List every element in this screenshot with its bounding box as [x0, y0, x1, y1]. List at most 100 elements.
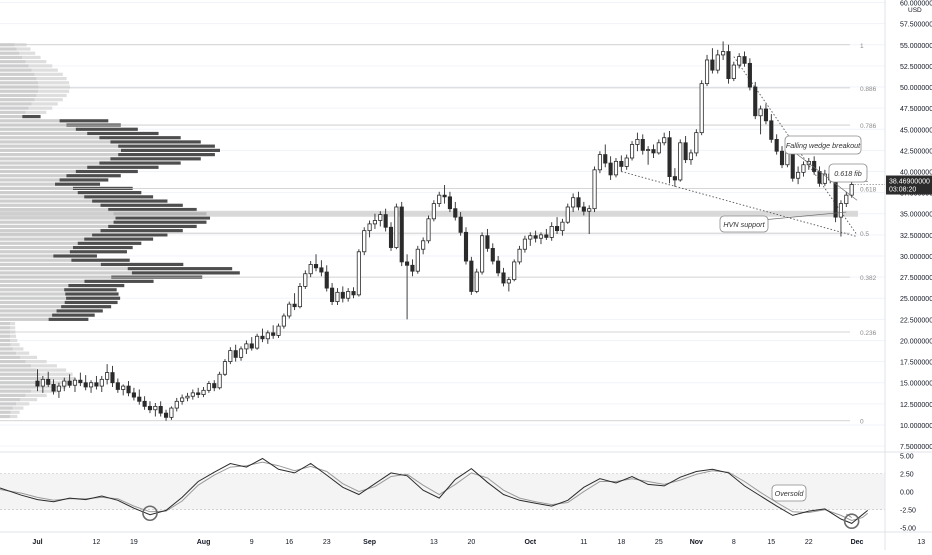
volume-profile-bar: [0, 385, 37, 389]
volume-profile-bar: [0, 140, 111, 144]
price-tick-label: 47.50000000: [900, 106, 932, 113]
candle: [838, 200, 844, 237]
candle: [554, 217, 560, 235]
candle-body-down: [110, 372, 115, 384]
candle-body-down: [126, 385, 131, 394]
candle: [78, 372, 83, 387]
time-tick-label: 22: [805, 539, 813, 546]
price-axis[interactable]: 60.00000000 57.50000000 55.00000000 52.5000…: [851, 0, 932, 550]
volume-profile-bar-dark: [99, 161, 181, 165]
volume-profile-bar-dark: [36, 368, 67, 372]
volume-profile-bar: [0, 169, 76, 174]
candle: [533, 230, 538, 243]
candle: [544, 228, 549, 240]
volume-profile-bar-dark: [77, 241, 142, 245]
candle: [222, 359, 228, 376]
candle-body-up: [635, 139, 640, 145]
candle-body-up: [431, 203, 436, 220]
callout-falling-wedge-breakout-box: [784, 135, 862, 155]
candle: [447, 191, 452, 213]
candle-body-down: [313, 264, 319, 269]
price-tick-label: 20.00000000: [900, 338, 932, 345]
oscillator-tick-label: -5.00: [900, 526, 916, 533]
candle: [88, 380, 94, 393]
volume-profile-bar: [0, 389, 32, 393]
candle-body-up: [217, 373, 222, 389]
volume-profile-bar: [0, 165, 88, 169]
candle-body-up: [704, 59, 710, 85]
candle: [603, 144, 608, 168]
time-axis[interactable]: Jul 12 19 Aug 9 16 23 Sep 13 20 Oct 11 18 25 Nov 8 15 22 D…: [0, 531, 932, 546]
candle: [496, 255, 501, 277]
candle-body-up: [206, 383, 211, 391]
candle: [779, 146, 785, 169]
volume-profile: [0, 43, 240, 419]
volume-profile-bar-dark: [38, 85, 70, 89]
candle: [640, 134, 645, 155]
volume-profile-bar: [0, 233, 93, 237]
candle-body-up: [522, 238, 527, 250]
falling-wedge-lines: [621, 56, 858, 237]
oscillator-band: [0, 473, 885, 510]
candle: [581, 201, 586, 216]
candle: [99, 375, 104, 393]
price-tick-label: 32.50000000: [900, 233, 932, 240]
candle: [731, 61, 736, 82]
volume-profile-bar-dark: [100, 262, 184, 267]
candle: [206, 381, 211, 393]
candle: [212, 380, 217, 392]
volume-profile-bar: [0, 106, 29, 110]
candle: [463, 227, 469, 265]
candle-body-down: [324, 271, 329, 289]
candle: [271, 325, 276, 339]
candle-body-down: [763, 108, 769, 122]
volume-profile-bar-dark: [48, 317, 89, 321]
volume-profile-bar-dark: [25, 360, 47, 364]
callout-falling-wedge-breakout-text: Falling wedge breakout: [786, 141, 861, 150]
candle: [656, 139, 661, 155]
volume-profile-bar-dark: [20, 398, 38, 402]
candle-body-up: [99, 378, 104, 387]
candle-body-up: [421, 240, 426, 250]
candle: [233, 344, 238, 362]
volume-profile-bar: [0, 178, 60, 182]
volume-profile-bar: [0, 364, 32, 368]
candle-body-down: [753, 86, 758, 117]
candle: [480, 232, 485, 275]
candle-body-up: [121, 385, 126, 390]
candle: [201, 386, 206, 398]
volume-profile-bar: [0, 271, 132, 275]
candle: [726, 44, 731, 84]
candle-body-down: [351, 291, 356, 296]
volume-profile-bar: [0, 305, 62, 309]
candle-body-down: [142, 400, 147, 407]
volume-profile-bar-dark: [100, 203, 183, 207]
callout-falling-wedge-breakout: Falling wedge breakout: [784, 135, 862, 201]
volume-profile-bar-dark: [31, 102, 58, 106]
volume-profile-bar: [0, 313, 53, 317]
oscillator-pane: 5.00 2.50 0.00 -2.50 -5.00 Oversold: [0, 451, 932, 533]
candle-body-down: [115, 382, 120, 390]
volume-profile-bar-dark: [12, 406, 24, 410]
volume-profile-bar-dark: [87, 165, 159, 169]
candle-body-down: [46, 378, 51, 385]
candle: [394, 203, 399, 250]
candle-body-up: [287, 303, 292, 317]
volume-profile-bar-dark: [25, 60, 47, 64]
candle-body-down: [490, 247, 495, 262]
volume-profile-bar-dark: [52, 313, 95, 317]
time-tick-label: 13: [430, 539, 438, 546]
volume-profile-bar-dark: [41, 376, 75, 381]
volume-profile-bar: [0, 98, 35, 102]
candle-body-down: [817, 171, 822, 184]
candle-body-up: [174, 400, 179, 409]
volume-profile-bar-dark: [10, 410, 20, 414]
price-tick-label: 27.50000000: [900, 275, 932, 282]
candle: [56, 382, 61, 398]
price-tick-label: 30.00000000: [900, 254, 932, 261]
candle: [662, 132, 667, 146]
candle: [72, 377, 78, 393]
candle: [142, 396, 147, 410]
